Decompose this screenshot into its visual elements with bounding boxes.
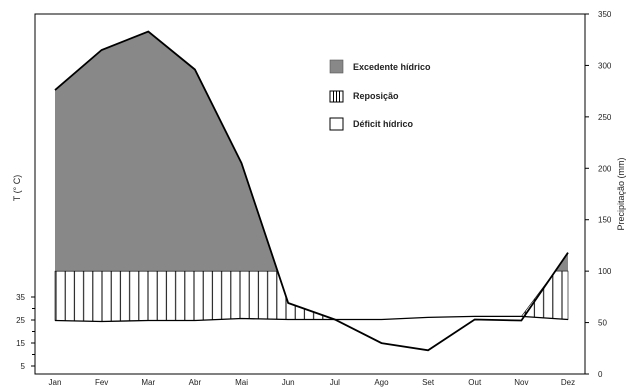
x-tick-label: Fev	[95, 378, 108, 387]
right-y-tick-label: 200	[598, 164, 612, 173]
x-tick-label: Jul	[330, 378, 340, 387]
right-y-tick-label: 300	[598, 61, 612, 70]
legend-label-replenishment: Reposição	[353, 91, 399, 101]
x-tick-label: Set	[422, 378, 435, 387]
left-y-tick-label: 5	[21, 362, 26, 371]
x-tick-label: Mai	[235, 378, 248, 387]
x-tick-label: Abr	[189, 378, 202, 387]
legend-label-deficit: Déficit hídrico	[353, 119, 414, 129]
legend: Excedente hídrico Reposição Déficit hídr…	[329, 59, 431, 131]
right-y-axis: 0 50 100 150 200 250 300 350	[585, 10, 612, 379]
x-tick-label: Dez	[561, 378, 575, 387]
right-y-tick-label: 150	[598, 216, 612, 225]
x-tick-label: Ago	[374, 378, 389, 387]
right-y-tick-label: 50	[598, 319, 607, 328]
x-tick-label: Mar	[141, 378, 155, 387]
legend-swatch-surplus	[329, 59, 344, 74]
left-y-tick-label: 15	[16, 339, 25, 348]
plot-area	[34, 13, 586, 375]
right-axis-title: Precipitação (mm)	[616, 157, 626, 230]
right-y-tick-label: 250	[598, 113, 612, 122]
legend-swatch-deficit	[329, 117, 344, 131]
legend-label-surplus: Excedente hídrico	[353, 62, 431, 72]
right-y-tick-label: 0	[598, 370, 603, 379]
right-y-tick-label: 350	[598, 10, 612, 19]
x-tick-label: Nov	[514, 378, 528, 387]
left-y-axis: 5 15 25 35	[16, 293, 35, 371]
surplus-area	[55, 31, 568, 272]
left-y-tick-label: 25	[16, 316, 25, 325]
precipitation-line	[54, 30, 569, 352]
right-y-tick-label: 100	[598, 267, 612, 276]
x-axis: Jan Fev Mar Abr Mai Jun Jul Ago Set Out Nov Dez	[49, 378, 576, 387]
evapotranspiration-line	[54, 315, 569, 323]
left-y-tick-label: 35	[16, 293, 25, 302]
x-tick-label: Out	[468, 378, 482, 387]
left-axis-title: T (° C)	[12, 175, 22, 201]
x-tick-label: Jan	[49, 378, 62, 387]
x-tick-label: Jun	[282, 378, 295, 387]
